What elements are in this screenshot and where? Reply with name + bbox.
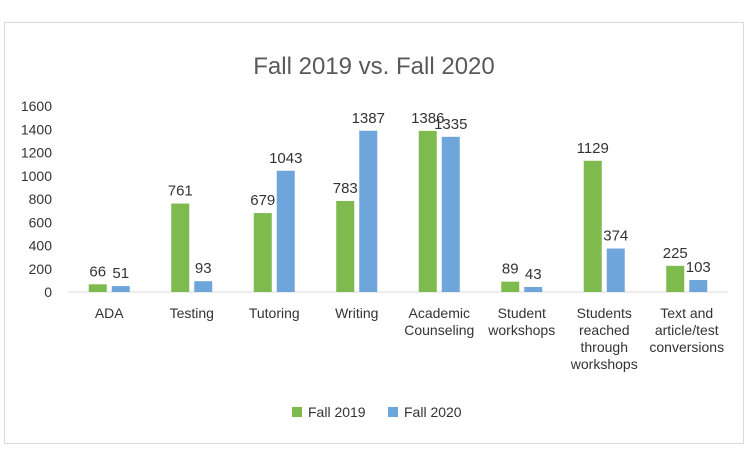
bar: [111, 286, 130, 292]
y-tick-label: 1200: [21, 145, 52, 161]
data-label: 103: [686, 259, 711, 276]
data-label: 225: [663, 245, 688, 262]
legend-label: Fall 2020: [404, 404, 462, 420]
bar: [276, 170, 295, 292]
legend-label: Fall 2019: [308, 404, 366, 420]
y-tick-label: 400: [29, 238, 53, 254]
bar: [606, 248, 625, 292]
bar: [359, 130, 378, 292]
legend-swatch: [388, 407, 398, 417]
y-tick-label: 1400: [21, 121, 52, 137]
data-label: 1386: [411, 110, 444, 127]
bar: [501, 281, 520, 292]
x-category-label: Text and: [660, 305, 713, 321]
x-category-label: Testing: [170, 305, 214, 321]
chart-legend: Fall 2019 Fall 2020: [292, 404, 462, 420]
chart-title: Fall 2019 vs. Fall 2020: [253, 53, 494, 80]
x-category-label: workshops: [487, 322, 555, 338]
y-tick-label: 0: [44, 284, 52, 300]
bar: [441, 136, 460, 292]
x-category-label: Academic: [409, 305, 470, 321]
data-label: 93: [195, 260, 212, 277]
data-label: 761: [168, 183, 193, 200]
bar: [689, 280, 708, 292]
bar: [666, 265, 685, 292]
data-label: 89: [502, 261, 519, 278]
x-category-label: reached: [579, 322, 630, 338]
y-tick-label: 800: [29, 191, 53, 207]
x-category-label: conversions: [649, 339, 724, 355]
bar: [524, 287, 543, 292]
y-tick-label: 200: [29, 261, 53, 277]
data-label: 679: [250, 192, 275, 209]
data-label: 1043: [269, 150, 302, 167]
y-tick-label: 600: [29, 214, 53, 230]
x-category-label: article/test: [655, 322, 719, 338]
x-category-label: through: [581, 339, 628, 355]
data-label: 1335: [434, 116, 467, 133]
data-label: 51: [112, 265, 129, 282]
x-category-label: workshops: [570, 356, 638, 372]
x-category-label: Tutoring: [249, 305, 300, 321]
legend-swatch: [292, 407, 302, 417]
x-category-label: Students: [577, 305, 632, 321]
y-tick-label: 1000: [21, 168, 52, 184]
bar: [88, 284, 107, 292]
bar: [194, 281, 213, 292]
data-label: 783: [333, 180, 358, 197]
y-tick-label: 1600: [21, 98, 52, 114]
data-label: 66: [89, 263, 106, 280]
x-category-label: Writing: [335, 305, 378, 321]
data-label: 43: [525, 266, 542, 283]
x-category-label: ADA: [95, 305, 124, 321]
bar: [418, 130, 437, 292]
data-label: 1387: [352, 110, 385, 127]
bar: [253, 213, 272, 292]
chart-bars: 66 761 679 783 1386 89 1129 225 51 93 1043 1387 1335…: [88, 110, 711, 292]
bar: [583, 160, 602, 292]
data-label: 374: [603, 228, 628, 245]
x-category-label: Counseling: [404, 322, 474, 338]
bar: [336, 200, 355, 292]
x-category-label: Student: [498, 305, 546, 321]
data-label: 1129: [577, 140, 609, 157]
bar: [171, 203, 190, 292]
